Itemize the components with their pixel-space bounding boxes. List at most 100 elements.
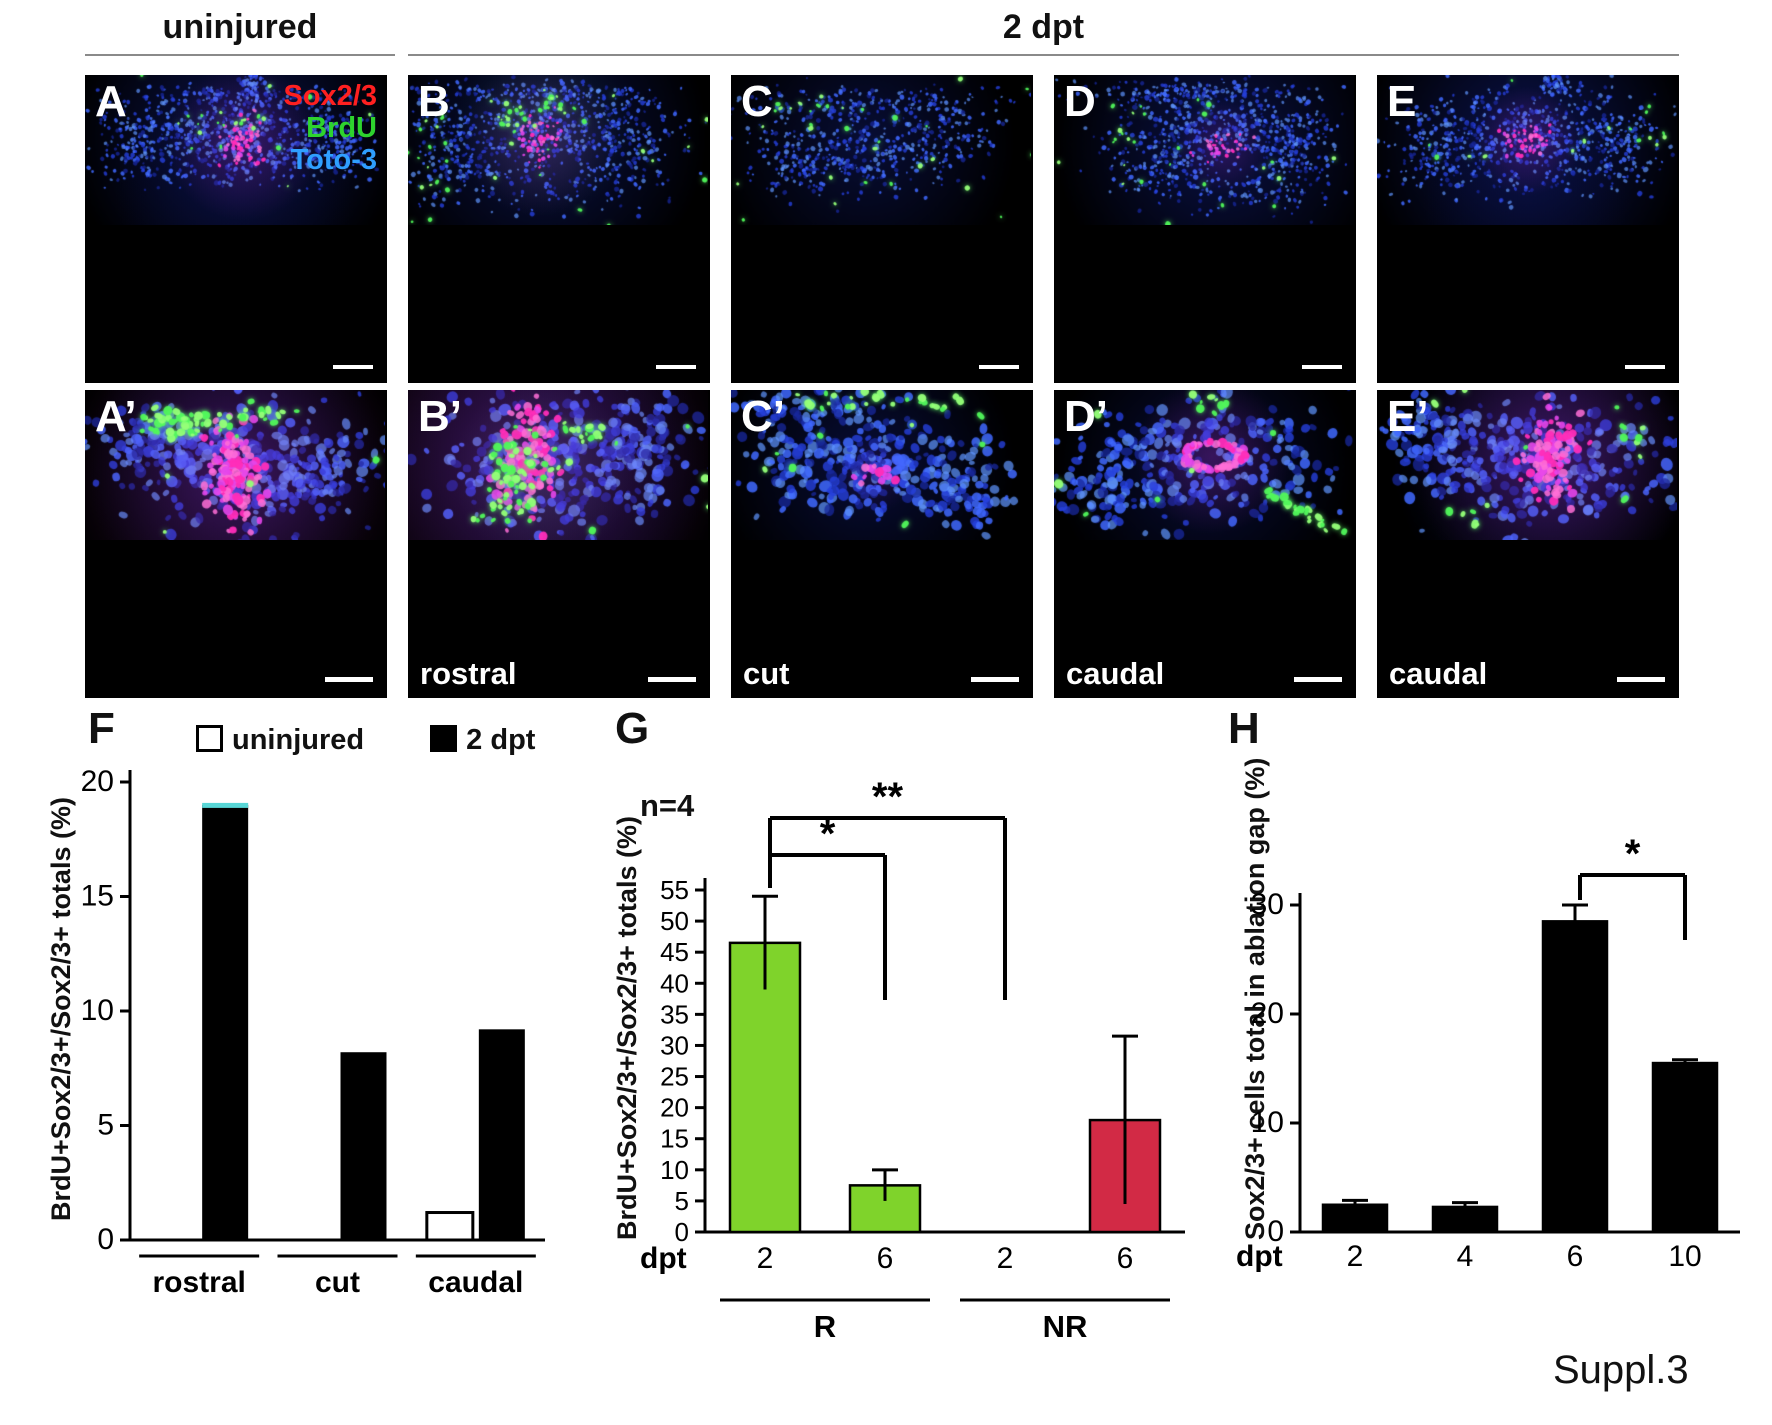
panel-caption-cut: cut	[743, 656, 790, 691]
bar-2dpt-cut	[340, 1052, 387, 1240]
legend-entry-2dpt: 2 dpt	[430, 724, 535, 757]
y-tick-label: 50	[660, 906, 689, 936]
panel-caption-caudal-e: caudal	[1389, 656, 1488, 691]
micrograph-image-E-prime	[1377, 390, 1677, 540]
legend-swatch-2dpt	[430, 725, 458, 752]
panel-letter-A-prime: A’	[95, 392, 137, 441]
x-axis-title: dpt	[1236, 1240, 1283, 1273]
scale-bar	[1625, 365, 1665, 369]
micrograph-image-D	[1054, 75, 1354, 225]
panel-caption-caudal-d: caudal	[1066, 656, 1165, 691]
bar-10dpt	[1651, 1061, 1719, 1234]
chart-G-n-annotation: n=4	[640, 788, 695, 823]
legend-toto3: Toto-3	[290, 143, 377, 176]
micrograph-panel-E-prime: E’ caudal	[1377, 390, 1679, 698]
legend-label-uninjured: uninjured	[232, 724, 365, 756]
chart-G-letter: G	[615, 704, 650, 753]
stain-legend: Sox2/3 BrdU Toto-3	[283, 80, 378, 177]
scale-bar	[1617, 677, 1665, 682]
scale-bar	[1302, 365, 1342, 369]
bar-2dpt	[1321, 1203, 1389, 1234]
micrograph-image-B-prime	[408, 390, 708, 540]
x-tick-label: 4	[1457, 1240, 1474, 1273]
x-axis-title: dpt	[640, 1242, 687, 1275]
micrograph-image-E	[1377, 75, 1677, 225]
micrograph-panel-C-prime: C’ cut	[731, 390, 1033, 698]
y-tick-label: 0	[675, 1217, 689, 1247]
error-cap	[202, 802, 249, 808]
y-tick-label: 10	[660, 1155, 689, 1185]
y-tick-label: 10	[1251, 1106, 1284, 1139]
y-tick-label: 5	[97, 1109, 114, 1142]
y-tick-label: 15	[660, 1124, 689, 1154]
micrograph-panel-D: D	[1054, 75, 1356, 383]
y-tick-label: 0	[97, 1223, 114, 1256]
chart-F-legend: uninjured 2 dpt	[196, 724, 535, 757]
significance-label: *	[820, 812, 836, 856]
chart-F-plot: 0 5 10 15 20 rostral cut caudal	[81, 765, 545, 1299]
scale-bar	[971, 677, 1019, 682]
bar-uninjured-caudal	[425, 1211, 475, 1242]
micrograph-panel-C: C	[731, 75, 1033, 383]
bar-6dpt	[1541, 920, 1609, 1234]
micrograph-image-A	[85, 75, 385, 225]
scale-bar	[648, 677, 696, 682]
legend-entry-uninjured: uninjured	[196, 724, 364, 757]
micrograph-panel-E: E	[1377, 75, 1679, 383]
suppl-label: Suppl.3	[1553, 1348, 1689, 1392]
x-category-label: rostral	[152, 1266, 245, 1299]
x-tick-label: 10	[1668, 1240, 1701, 1273]
micrograph-panel-B-prime: B’ rostral	[408, 390, 710, 698]
y-tick-label: 20	[660, 1093, 689, 1123]
scale-bar	[333, 365, 373, 369]
y-tick-label: 20	[1251, 997, 1284, 1030]
x-tick-label: 6	[877, 1242, 894, 1275]
group-label-R: R	[814, 1309, 836, 1344]
y-tick-label: 30	[1251, 888, 1284, 921]
group-label-NR: NR	[1043, 1309, 1088, 1344]
bar-2dpt-caudal	[478, 1029, 525, 1240]
x-tick-label: 2	[1347, 1240, 1364, 1273]
bar-R-2dpt	[728, 941, 802, 1234]
header-2dpt-underline	[408, 54, 1679, 56]
y-tick-label: 45	[660, 937, 689, 967]
y-tick-label: 25	[660, 1062, 689, 1092]
chart-F-letter: F	[88, 704, 115, 753]
x-tick-label: 2	[997, 1242, 1014, 1275]
y-tick-label: 40	[660, 968, 689, 998]
significance-label: *	[1625, 832, 1641, 876]
panel-letter-E: E	[1387, 77, 1417, 126]
x-tick-label: 6	[1117, 1242, 1134, 1275]
legend-sox23: Sox2/3	[283, 80, 378, 112]
micrograph-image-D-prime	[1054, 390, 1354, 540]
panel-letter-B-prime: B’	[418, 392, 462, 441]
header-2dpt: 2 dpt	[1002, 8, 1085, 46]
legend-label-2dpt: 2 dpt	[466, 724, 536, 756]
micrograph-image-C-prime	[731, 390, 1031, 540]
legend-brdu: BrdU	[306, 111, 377, 144]
y-tick-label: 0	[1267, 1215, 1284, 1248]
micrograph-image-A-prime	[85, 390, 385, 540]
micrograph-panel-D-prime: D’ caudal	[1054, 390, 1356, 698]
bar-2dpt-rostral	[202, 804, 249, 1240]
panel-letter-A: A	[95, 77, 127, 126]
panel-letter-D-prime: D’	[1064, 392, 1108, 441]
micrograph-image-C	[731, 75, 1031, 225]
scale-bar	[656, 365, 696, 369]
panel-letter-C: C	[741, 77, 773, 126]
header-uninjured-underline	[85, 54, 395, 56]
panel-caption-rostral: rostral	[420, 656, 517, 691]
micrograph-image-B	[408, 75, 708, 225]
scale-bar	[1294, 677, 1342, 682]
x-tick-label: 6	[1567, 1240, 1584, 1273]
panel-letter-B: B	[418, 77, 450, 126]
chart-H-letter: H	[1228, 704, 1260, 753]
y-tick-label: 20	[81, 765, 114, 798]
y-tick-label: 35	[660, 999, 689, 1029]
chart-H-plot: 0 10 20 30 2 4 6 10 dpt *	[1236, 832, 1740, 1273]
x-tick-label: 2	[757, 1242, 774, 1275]
significance-label: **	[872, 775, 904, 819]
x-category-label: caudal	[428, 1266, 523, 1299]
panel-letter-D: D	[1064, 77, 1096, 126]
